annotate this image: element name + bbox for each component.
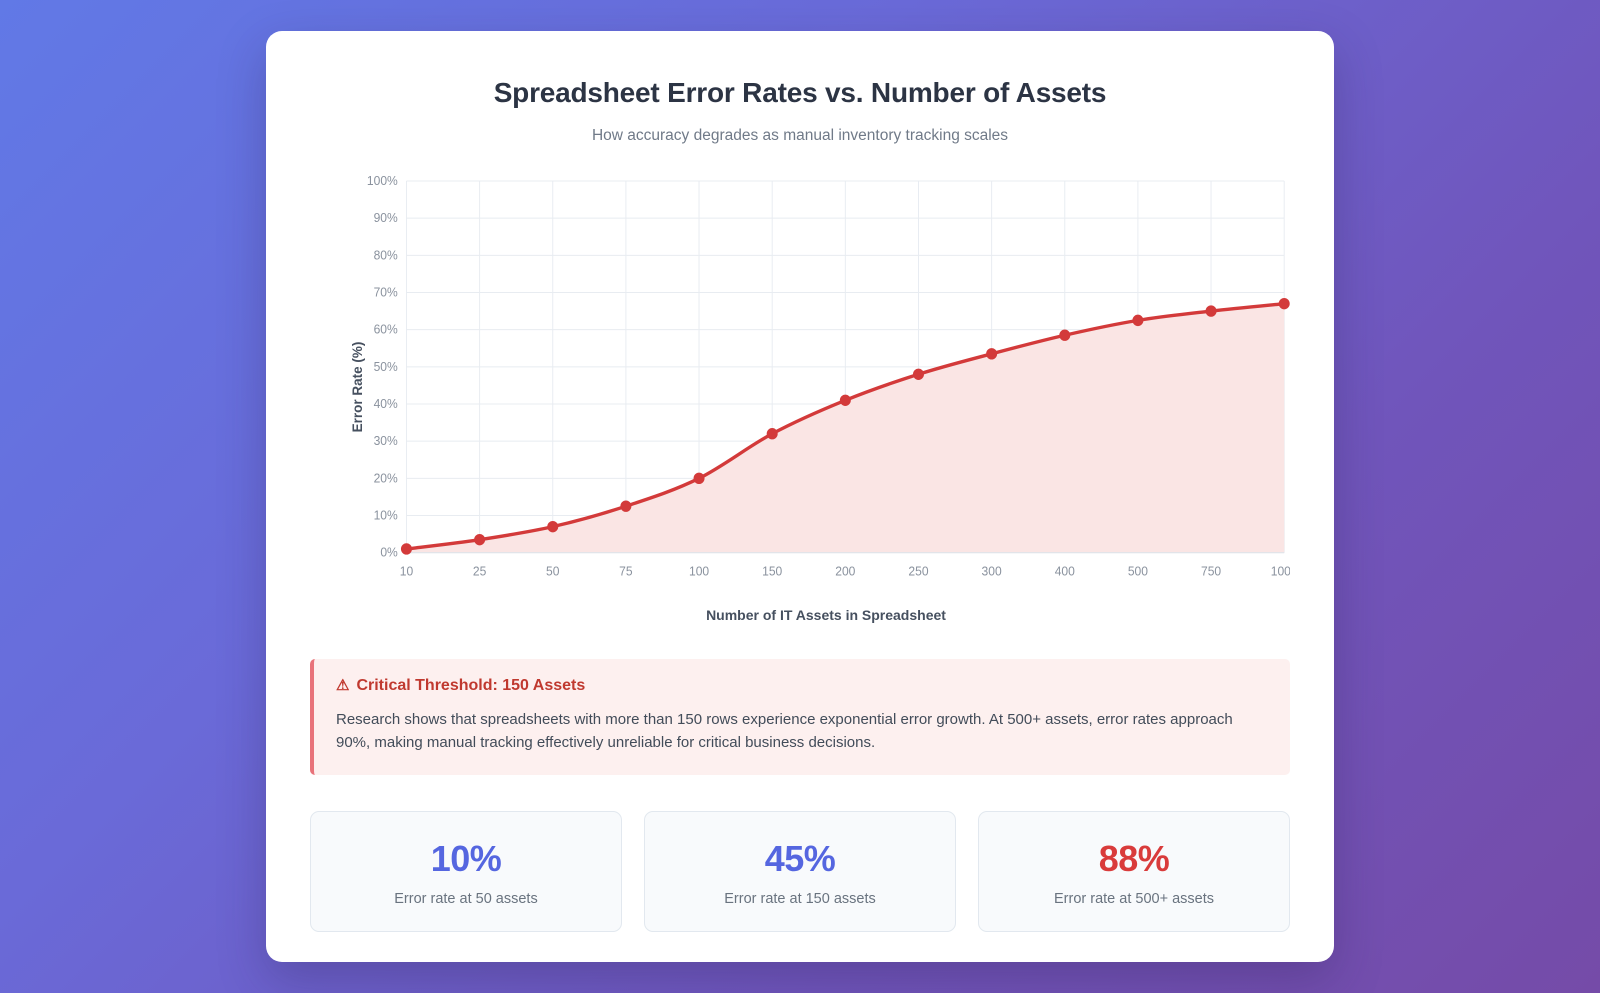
stat-label: Error rate at 500+ assets bbox=[1054, 891, 1214, 907]
page-title: Spreadsheet Error Rates vs. Number of As… bbox=[493, 77, 1107, 108]
y-tick-label: 20% bbox=[374, 471, 398, 485]
y-tick-label: 90% bbox=[374, 211, 398, 225]
stat-value: 88% bbox=[1098, 838, 1170, 879]
y-tick-label: 80% bbox=[374, 248, 398, 262]
x-tick-label: 150 bbox=[762, 564, 782, 578]
x-axis-title: Number of IT Assets in Spreadsheet bbox=[706, 606, 946, 623]
data-point-marker[interactable] bbox=[1278, 297, 1290, 310]
alert-body-text: Research shows that spreadsheets with mo… bbox=[336, 710, 1233, 752]
y-tick-label: 50% bbox=[374, 360, 398, 374]
plot-area: 0% 10% 20% 30% 40% 50% 60% 70% 80% 90% 100% 10 25 50 7… bbox=[362, 171, 1290, 603]
data-point-marker[interactable] bbox=[474, 533, 486, 546]
stat-value: 10% bbox=[430, 838, 502, 879]
x-tick-label: 75 bbox=[619, 564, 633, 578]
data-point-marker[interactable] bbox=[986, 348, 998, 360]
data-point-marker[interactable] bbox=[1059, 329, 1071, 341]
area-fill bbox=[406, 303, 1285, 553]
page-subtitle: How accuracy degrades as manual inventor… bbox=[591, 127, 1009, 144]
data-point-marker[interactable] bbox=[693, 472, 705, 485]
data-point-marker[interactable] bbox=[1205, 305, 1217, 317]
line-chart-svg: 0% 10% 20% 30% 40% 50% 60% 70% 80% 90% 100% 10 25 50 7… bbox=[367, 174, 1290, 579]
data-point-marker[interactable] bbox=[1132, 314, 1144, 327]
x-tick-label: 1000 bbox=[1271, 564, 1290, 578]
y-tick-label: 100% bbox=[367, 174, 398, 188]
stat-label: Error rate at 150 assets bbox=[724, 891, 876, 907]
y-tick-label: 30% bbox=[374, 434, 398, 448]
y-tick-label: 0% bbox=[380, 545, 398, 559]
alert-heading: ⚠ Critical Threshold: 150 Assets bbox=[336, 677, 1268, 695]
alert-heading-text: Critical Threshold: 150 Assets bbox=[356, 676, 586, 694]
x-tick-label: 200 bbox=[835, 564, 855, 578]
stat-value: 45% bbox=[764, 838, 836, 879]
data-point-marker[interactable] bbox=[839, 394, 851, 406]
stat-card-150-assets: 45% Error rate at 150 assets bbox=[644, 811, 956, 932]
x-tick-label: 250 bbox=[908, 564, 928, 578]
x-tick-label: 10 bbox=[400, 564, 414, 578]
critical-threshold-alert: ⚠ Critical Threshold: 150 Assets Researc… bbox=[310, 658, 1290, 775]
data-point-marker[interactable] bbox=[912, 368, 924, 380]
chart-container: Error Rate (%) 0% 10% 20% 30% 40% 50% 60% 70% 80… bbox=[310, 171, 1290, 603]
stat-card-500-assets: 88% Error rate at 500+ assets bbox=[978, 811, 1290, 932]
x-tick-label: 400 bbox=[1055, 564, 1075, 578]
y-tick-label: 40% bbox=[374, 397, 398, 411]
stat-card-50-assets: 10% Error rate at 50 assets bbox=[310, 811, 622, 932]
data-point-marker[interactable] bbox=[766, 428, 778, 440]
y-tick-label: 60% bbox=[374, 322, 398, 336]
stats-row: 10% Error rate at 50 assets 45% Error ra… bbox=[310, 811, 1290, 932]
x-tick-label: 500 bbox=[1128, 564, 1148, 578]
x-tick-label: 25 bbox=[473, 564, 487, 578]
main-card: Spreadsheet Error Rates vs. Number of As… bbox=[266, 31, 1334, 962]
stat-label: Error rate at 50 assets bbox=[394, 891, 538, 907]
data-point-marker[interactable] bbox=[400, 543, 412, 555]
x-tick-label: 100 bbox=[689, 564, 709, 578]
x-tick-label: 750 bbox=[1201, 564, 1221, 578]
data-point-marker[interactable] bbox=[547, 520, 559, 533]
y-tick-label: 10% bbox=[374, 508, 398, 522]
warning-triangle-icon: ⚠ bbox=[336, 677, 350, 695]
y-tick-label: 70% bbox=[374, 285, 398, 299]
x-tick-label: 300 bbox=[982, 564, 1002, 578]
data-point-marker[interactable] bbox=[620, 500, 632, 512]
x-tick-label: 50 bbox=[546, 564, 560, 578]
